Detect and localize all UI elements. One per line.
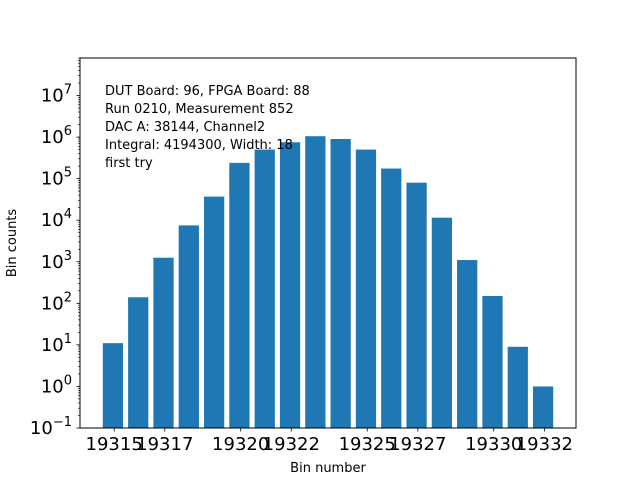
bar-19329 [457,260,478,428]
y-tick-label: 104 [41,207,72,231]
annotation-line: DAC A: 38144, Channel2 [105,120,265,135]
y-tick-label: 103 [41,249,72,273]
bar-19321 [254,149,275,428]
y-axis-label: Bin counts [5,209,20,278]
x-tick-label: 19325 [339,434,396,455]
annotation-line: Run 0210, Measurement 852 [105,102,294,117]
bar-19328 [431,217,452,428]
bar-19319 [204,196,225,428]
bar-19320 [229,162,250,428]
bar-19325 [355,149,377,428]
bar-19318 [178,225,199,428]
y-tick-label: 101 [41,332,72,356]
x-axis-label: Bin number [290,461,366,476]
bar-19323 [305,136,326,428]
bar-19330 [482,296,503,428]
y-tick-label: 102 [41,290,72,314]
bar-19316 [128,297,149,428]
annotation-line: first try [105,156,153,171]
x-tick-label: 19322 [263,434,320,455]
x-tick-label: 19330 [465,434,522,455]
bar-19331 [507,346,528,428]
bar-19327 [406,182,427,428]
x-tick-label: 19315 [86,434,143,455]
y-tick-label: 106 [41,124,72,148]
annotation-line: DUT Board: 96, FPGA Board: 88 [105,84,310,99]
annotation-line: Integral: 4194300, Width: 18 [105,138,293,153]
bar-19326 [381,168,402,429]
y-tick-label: 10−1 [30,415,72,439]
x-tick-label: 19332 [516,434,573,455]
y-ticks-group: 10−1 100 101 102 103 104 105 106 107 [30,57,80,439]
x-tick-label: 19320 [212,434,269,455]
bar-19324 [330,138,351,428]
y-tick-label: 100 [41,373,72,397]
annotation-box: DUT Board: 96, FPGA Board: 88 Run 0210, M… [105,84,310,171]
x-tick-label: 19317 [136,434,193,455]
bar-19322 [279,142,301,428]
bar-19332 [532,386,554,428]
bar-19315 [102,343,124,428]
bar-19317 [153,257,174,428]
y-tick-label: 107 [41,83,72,107]
y-tick-label: 105 [41,166,72,190]
x-tick-label: 19327 [389,434,446,455]
plot-frame [79,57,577,429]
bars-group [102,136,554,429]
